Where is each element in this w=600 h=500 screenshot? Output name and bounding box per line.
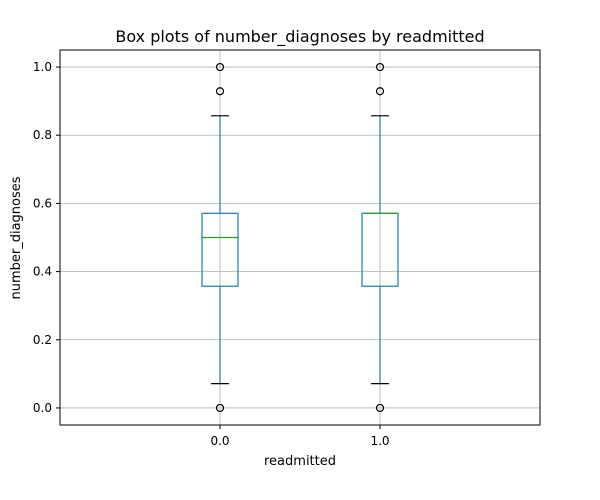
iqr-box: [201, 212, 239, 287]
grid: [60, 50, 540, 425]
y-tick-label: 0.2: [33, 333, 52, 347]
y-tick-label: 0.8: [33, 128, 52, 142]
outlier-point: [375, 87, 385, 96]
outlier-point: [375, 403, 385, 413]
outlier-point: [375, 62, 385, 72]
y-tick-label: 0.4: [33, 265, 52, 279]
y-tick-label: 0.0: [33, 401, 52, 415]
box-0.0: [201, 62, 239, 413]
outlier-point: [215, 87, 225, 96]
chart-title: Box plots of number_diagnoses by readmit…: [115, 27, 484, 47]
outlier-point: [215, 403, 225, 413]
y-axis-label: number_diagnoses: [9, 176, 24, 299]
x-tick-label: 0.0: [210, 434, 229, 448]
y-tick-label: 1.0: [33, 60, 52, 74]
x-tick-label: 1.0: [370, 434, 389, 448]
boxes: [201, 62, 399, 413]
x-axis-label: readmitted: [264, 454, 336, 469]
y-tick-label: 0.6: [33, 196, 52, 210]
outlier-point: [215, 62, 225, 72]
plot-frame: [59, 49, 541, 426]
ticks: 0.0 0.2 0.4 0.6 0.8 1.0 0.0 1.0: [33, 60, 390, 448]
box-1.0: [361, 62, 399, 413]
